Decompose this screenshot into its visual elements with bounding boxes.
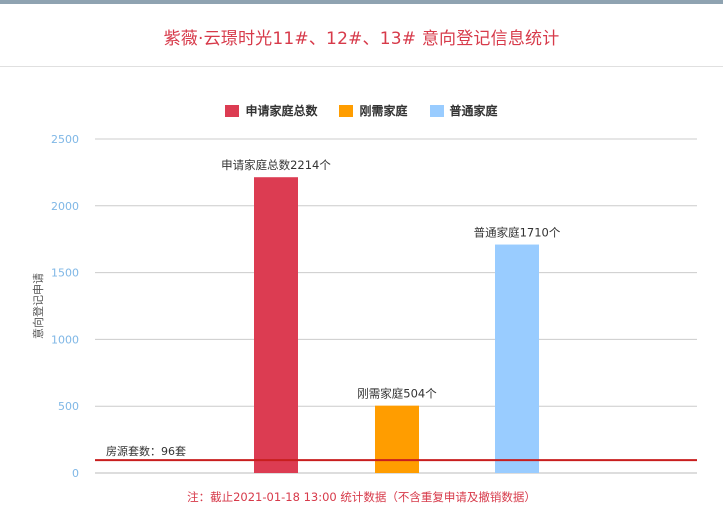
bar-data-label: 刚需家庭504个 — [357, 387, 437, 401]
y-tick-label: 1500 — [51, 267, 79, 280]
legend-item-rigid[interactable]: 刚需家庭 — [339, 102, 408, 119]
y-axis-label: 意向登记申请 — [31, 273, 45, 339]
reference-line-label: 房源套数：96套 — [106, 444, 186, 458]
title-divider — [0, 66, 723, 67]
y-tick-label: 500 — [58, 400, 79, 413]
bar-data-label: 申请家庭总数2214个 — [221, 158, 331, 172]
footnote: 注：截止2021-01-18 13:00 统计数据（不含重复申请及撤销数据） — [187, 490, 536, 504]
legend-swatch-total — [225, 104, 240, 117]
y-tick-label: 2000 — [51, 200, 79, 213]
y-tick-label: 0 — [72, 467, 79, 480]
legend-label-total: 申请家庭总数 — [245, 104, 318, 118]
legend-item-total[interactable]: 申请家庭总数 — [225, 102, 317, 119]
bar-data-label: 普通家庭1710个 — [474, 226, 561, 240]
legend-label-normal: 普通家庭 — [449, 104, 498, 118]
bar-1 — [254, 177, 298, 473]
y-tick-label: 2500 — [51, 133, 79, 146]
chart-legend: 申请家庭总数 刚需家庭 普通家庭 — [0, 102, 723, 119]
legend-item-normal[interactable]: 普通家庭 — [429, 102, 498, 119]
legend-swatch-normal — [429, 104, 444, 117]
top-accent-bar — [0, 0, 723, 4]
bar-2 — [375, 405, 419, 473]
chart-title: 紫薇·云璟时光11#、12#、13# 意向登记信息统计 — [163, 29, 560, 49]
y-tick-label: 1000 — [51, 333, 79, 346]
bar-3 — [495, 244, 539, 473]
legend-label-rigid: 刚需家庭 — [359, 104, 408, 118]
legend-swatch-rigid — [339, 104, 354, 117]
